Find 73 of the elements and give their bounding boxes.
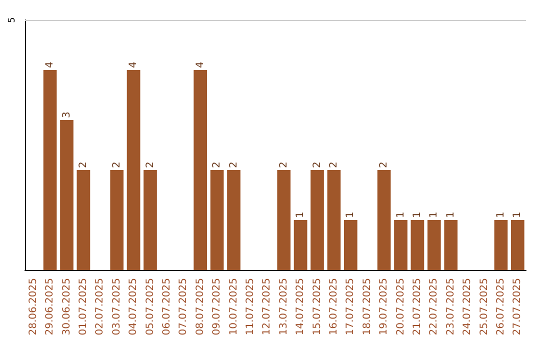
y-tick-label: 5 [8, 17, 18, 23]
bar [60, 120, 74, 270]
data-label: 2 [111, 162, 122, 168]
x-tick-label: 24.07.2025 [462, 278, 474, 336]
x-tick-label: 15.07.2025 [312, 278, 323, 336]
x-tick-label: 28.06.2025 [28, 278, 39, 336]
data-label: 4 [44, 62, 56, 68]
bar [310, 170, 324, 270]
x-tick-label: 04.07.2025 [128, 278, 140, 336]
x-tick-label: 25.07.2025 [478, 278, 490, 336]
x-tick-label: 07.07.2025 [178, 278, 190, 336]
x-tick-label: 17.07.2025 [345, 278, 356, 336]
x-tick-label: 06.07.2025 [161, 278, 172, 336]
bar [410, 220, 424, 270]
data-label: 1 [428, 212, 440, 218]
data-label: 1 [412, 212, 423, 218]
bar [377, 170, 391, 270]
bar [144, 170, 157, 270]
bar [327, 170, 341, 270]
bar [227, 170, 240, 270]
bar [494, 220, 508, 270]
data-label: 2 [328, 162, 340, 168]
data-label: 4 [194, 62, 206, 68]
x-tick-label: 22.07.2025 [428, 278, 440, 336]
x-tick-label: 03.07.2025 [111, 278, 122, 336]
bar [110, 170, 124, 270]
x-tick-label: 08.07.2025 [194, 278, 206, 336]
x-tick-label: 11.07.2025 [244, 278, 256, 336]
bar [277, 170, 291, 270]
data-label: 2 [212, 162, 223, 168]
data-label: 1 [512, 212, 524, 218]
bar [427, 220, 441, 270]
data-label: 1 [295, 212, 306, 218]
bar [43, 70, 57, 270]
x-tick-label: 27.07.2025 [512, 278, 524, 336]
x-tick-label: 05.07.2025 [144, 278, 156, 336]
x-tick-label: 02.07.2025 [94, 278, 106, 336]
x-tick-label: 10.07.2025 [228, 278, 240, 336]
data-label: 2 [78, 162, 89, 168]
bar [126, 70, 140, 270]
data-label: 2 [378, 162, 390, 168]
x-tick-label: 13.07.2025 [278, 278, 290, 336]
x-tick-label: 09.07.2025 [212, 278, 223, 336]
x-tick-label: 23.07.2025 [445, 278, 456, 336]
data-label: 2 [228, 162, 240, 168]
bar [210, 170, 224, 270]
data-label: 2 [278, 162, 290, 168]
bar [510, 220, 524, 270]
data-label: 2 [144, 162, 156, 168]
x-tick-label: 29.06.2025 [44, 278, 56, 336]
x-tick-label: 21.07.2025 [412, 278, 423, 336]
bar [194, 70, 208, 270]
x-tick-label: 20.07.2025 [395, 278, 406, 336]
data-label: 1 [445, 212, 456, 218]
bar [444, 220, 458, 270]
data-label: 1 [395, 212, 406, 218]
data-label: 1 [345, 212, 356, 218]
bar [344, 220, 358, 270]
data-label: 2 [312, 162, 323, 168]
data-label: 1 [495, 212, 506, 218]
x-tick-label: 12.07.2025 [262, 278, 273, 336]
x-tick-label: 19.07.2025 [378, 278, 390, 336]
x-tick-label: 30.06.2025 [61, 278, 72, 336]
x-tick-label: 14.07.2025 [295, 278, 306, 336]
x-tick-label: 16.07.2025 [328, 278, 340, 336]
bar [294, 220, 308, 270]
data-label: 4 [128, 62, 140, 68]
bar [394, 220, 408, 270]
x-tick-label: 18.07.2025 [362, 278, 373, 336]
bar [76, 170, 90, 270]
data-label: 3 [61, 112, 72, 118]
x-tick-label: 26.07.2025 [495, 278, 506, 336]
x-tick-label: 01.07.2025 [78, 278, 89, 336]
